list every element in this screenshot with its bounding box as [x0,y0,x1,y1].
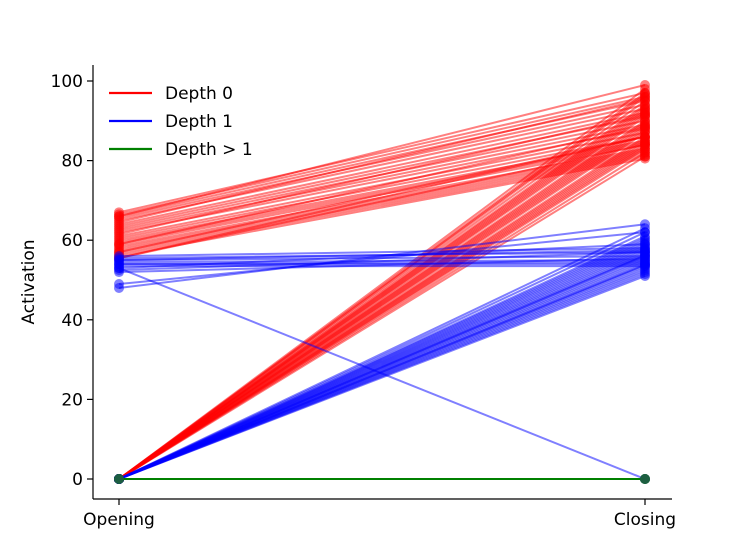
series-line [118,111,646,226]
legend: Depth 0 Depth 1 Depth > 1 [109,84,253,160]
data-point [114,474,124,484]
series-0 [114,79,650,484]
data-point [640,474,650,484]
series-line [118,110,646,480]
y-tick-label: 80 [61,152,83,172]
y-tick-label: 100 [51,72,83,92]
data-point [640,151,650,162]
series-line [118,125,646,246]
data-point [640,250,650,261]
legend-label: Depth > 1 [165,140,253,160]
series-line [118,231,646,285]
series-line [118,155,646,480]
chart-axes [92,65,672,500]
series-line [118,123,646,232]
data-point [640,121,650,132]
series-line [118,97,646,224]
series-line [118,113,646,236]
y-tick-label: 0 [72,470,83,490]
series-line [118,84,646,218]
series-1 [114,219,650,484]
x-tick-label: Closing [614,510,676,530]
y-tick-label: 60 [61,231,83,251]
data-point [114,278,124,289]
series-line [118,257,646,274]
series-line [118,251,646,272]
data-point [640,271,650,282]
legend-label: Depth 0 [165,84,233,104]
data-point [640,233,650,244]
data-point [114,263,124,274]
series-line [118,91,646,214]
legend-label: Depth 1 [165,112,233,132]
data-point [640,89,650,100]
data-point [640,137,650,148]
series-line [118,247,646,258]
chart-marks [114,79,650,484]
data-point [640,259,650,270]
y-tick-label: 20 [61,390,83,410]
series-line [118,254,646,480]
y-tick-label: 40 [61,311,83,331]
data-point [114,229,124,240]
series-line [118,223,646,289]
series-line [118,94,646,480]
series-2 [114,474,650,484]
series-line [118,237,646,480]
data-point [114,217,124,228]
series-line [118,135,646,254]
y-axis-label: Activation [19,239,39,324]
series-line [118,275,646,480]
data-point [114,239,124,250]
series-line [118,141,646,480]
y-ticks: 0 20 40 60 80 100 [51,72,93,490]
series-line [118,263,646,480]
data-point [640,105,650,116]
x-tick-label: Opening [83,510,155,530]
series-line [118,125,646,480]
series-line [118,261,646,266]
x-ticks: Opening Closing [83,499,676,530]
